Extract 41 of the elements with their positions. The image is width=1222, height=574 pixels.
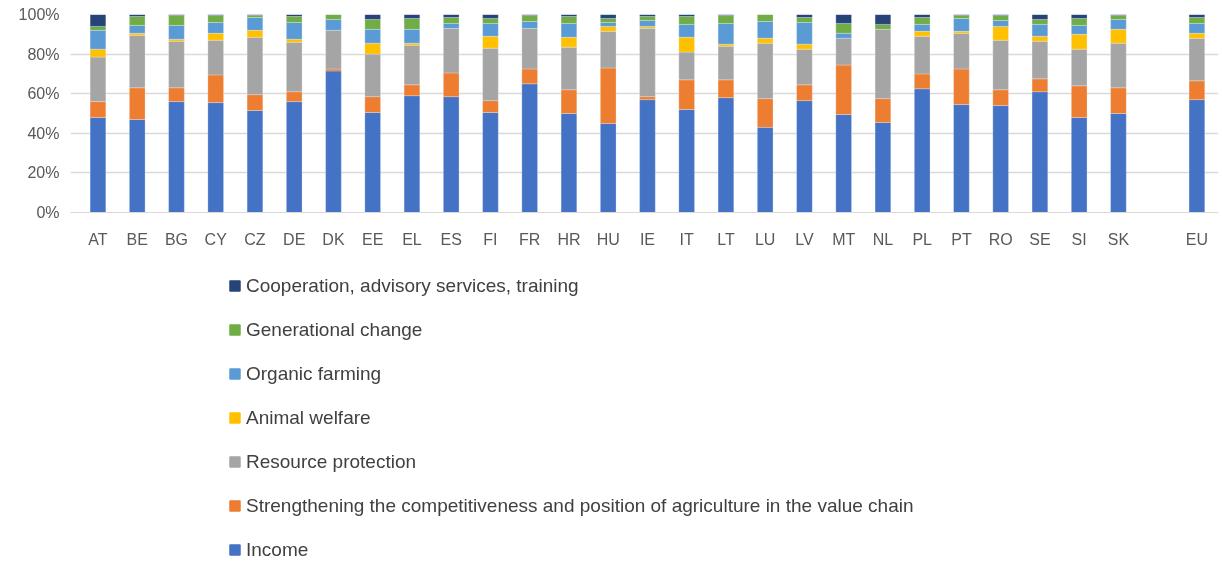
x-tick-label: LT bbox=[717, 230, 735, 248]
legend-label: Cooperation, advisory services, training bbox=[246, 273, 579, 298]
legend-label: Strengthening the competitiveness and position of agriculture in the value chain bbox=[246, 493, 914, 518]
x-tick-label: ES bbox=[440, 230, 462, 248]
x-tick-label: DK bbox=[322, 230, 345, 248]
y-tick-label: 60% bbox=[27, 85, 60, 103]
x-tick-label: FR bbox=[519, 230, 541, 248]
x-tick-label: SI bbox=[1071, 230, 1087, 248]
y-tick-label: 100% bbox=[18, 6, 60, 23]
y-tick-label: 40% bbox=[27, 124, 60, 142]
x-tick-label: LV bbox=[795, 230, 814, 248]
x-tick-label: SE bbox=[1029, 230, 1051, 248]
y-tick-label: 80% bbox=[27, 45, 60, 63]
legend-label: Generational change bbox=[246, 317, 423, 342]
legend-label: Organic farming bbox=[246, 361, 382, 386]
y-tick-label: 0% bbox=[36, 204, 60, 221]
legend-label: Income bbox=[246, 537, 309, 562]
x-tick-label: LU bbox=[754, 230, 776, 248]
x-tick-label: PL bbox=[912, 230, 933, 248]
x-tick-label: CZ bbox=[244, 230, 266, 248]
legend-label: Animal welfare bbox=[246, 405, 371, 430]
x-tick-label: IE bbox=[639, 230, 656, 248]
x-tick-label: HR bbox=[557, 230, 581, 248]
x-tick-label: PT bbox=[951, 230, 972, 248]
x-tick-label: HU bbox=[596, 230, 620, 248]
x-tick-label: EL bbox=[402, 230, 422, 248]
x-tick-label: BG bbox=[164, 230, 189, 248]
x-tick-label: FI bbox=[483, 230, 498, 248]
x-tick-label: NL bbox=[872, 230, 894, 248]
x-tick-label: SK bbox=[1107, 230, 1130, 248]
x-tick-label: EE bbox=[362, 230, 384, 248]
x-tick-label: MT bbox=[832, 230, 856, 248]
x-tick-label: IT bbox=[679, 230, 695, 248]
y-tick-label: 20% bbox=[27, 164, 60, 182]
legend-label: Resource protection bbox=[246, 449, 417, 474]
x-tick-label: AT bbox=[88, 230, 108, 248]
x-tick-label: EU bbox=[1185, 230, 1209, 248]
x-tick-label: CY bbox=[204, 230, 228, 248]
x-tick-label: DE bbox=[283, 230, 306, 248]
x-tick-label: BE bbox=[126, 230, 148, 248]
x-tick-label: RO bbox=[988, 230, 1013, 248]
